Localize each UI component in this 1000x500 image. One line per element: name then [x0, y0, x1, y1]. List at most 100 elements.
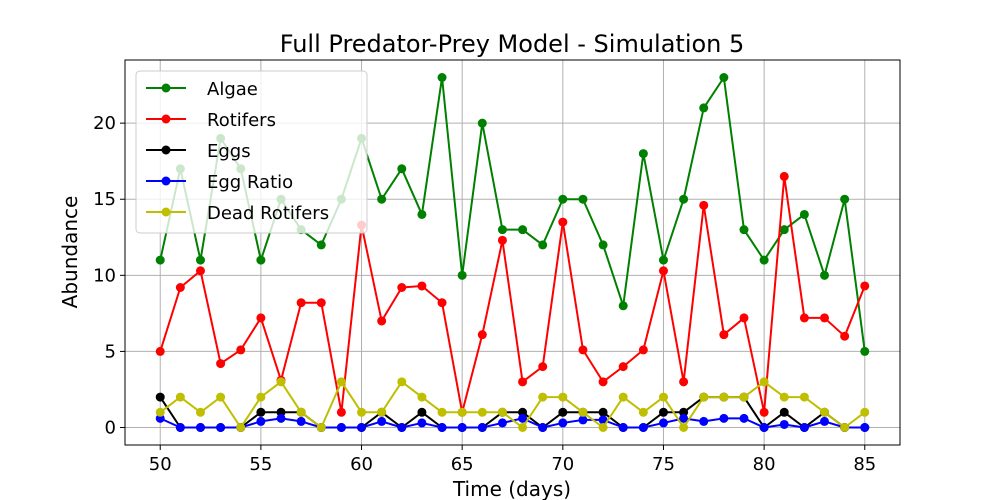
data-point-dead-rotifers [558, 392, 568, 402]
data-point-eggs [779, 407, 789, 417]
data-point-algae [417, 209, 427, 219]
legend-swatch-marker [161, 83, 171, 93]
data-point-algae [316, 240, 326, 250]
series-line-rotifers [159, 175, 866, 414]
data-point-algae [719, 73, 729, 82]
data-point-dead-rotifers [518, 423, 528, 432]
data-point-algae [759, 255, 769, 265]
data-point-egg-ratio [437, 423, 447, 432]
data-point-dead-rotifers [357, 407, 367, 417]
legend: Algae Rotifers Eggs Egg Ratio Dead Rotifers [135, 70, 368, 234]
data-point-dead-rotifers [497, 407, 507, 417]
legend-label: Eggs [207, 141, 251, 162]
data-point-eggs [256, 407, 266, 417]
data-point-dead-rotifers [417, 392, 427, 402]
data-point-rotifers [175, 283, 185, 292]
data-point-eggs [155, 392, 165, 402]
data-point-algae [377, 194, 387, 204]
legend-swatch-marker [161, 145, 171, 155]
data-point-egg-ratio [336, 423, 346, 432]
data-point-rotifers [296, 298, 306, 308]
data-point-dead-rotifers [155, 407, 165, 417]
y-tick-label: 15 [93, 189, 116, 210]
data-point-rotifers [679, 377, 689, 387]
data-point-algae [820, 270, 830, 280]
data-point-dead-rotifers [739, 392, 749, 402]
series-layer [155, 73, 870, 432]
x-tick-label: 85 [853, 454, 876, 475]
data-point-rotifers [578, 345, 588, 355]
y-tick-label: 5 [105, 341, 116, 362]
data-point-egg-ratio [638, 423, 648, 432]
data-point-rotifers [477, 330, 487, 340]
data-point-rotifers [236, 345, 246, 355]
data-point-egg-ratio [296, 416, 306, 426]
series-rotifers [155, 171, 870, 417]
x-tick-label: 60 [350, 454, 373, 475]
data-point-algae [658, 255, 668, 265]
data-point-rotifers [216, 359, 226, 369]
data-point-algae [840, 194, 850, 204]
data-point-algae [457, 270, 467, 280]
legend-swatch-marker [161, 176, 171, 186]
data-point-rotifers [336, 407, 346, 417]
data-point-dead-rotifers [477, 407, 487, 417]
data-point-algae [860, 346, 870, 356]
data-point-dead-rotifers [578, 407, 588, 417]
data-point-algae [679, 194, 689, 204]
data-point-egg-ratio [679, 413, 689, 423]
data-point-dead-rotifers [175, 392, 185, 402]
legend-box [135, 70, 368, 234]
y-axis-label: Abundance [58, 196, 82, 309]
data-point-eggs [598, 407, 608, 417]
data-point-dead-rotifers [538, 392, 548, 402]
data-point-algae [558, 194, 568, 204]
data-point-rotifers [558, 217, 568, 227]
data-point-rotifers [739, 313, 749, 323]
data-point-egg-ratio [558, 418, 568, 428]
x-axis-label: Time (days) [452, 477, 571, 500]
legend-swatch-marker [161, 114, 171, 124]
data-point-dead-rotifers [679, 423, 689, 432]
data-point-algae [397, 164, 407, 174]
data-point-algae [578, 194, 588, 204]
data-point-algae [779, 225, 789, 235]
data-point-egg-ratio [276, 413, 286, 423]
data-point-egg-ratio [860, 423, 870, 432]
data-point-eggs [658, 407, 668, 417]
data-point-rotifers [799, 313, 809, 323]
data-point-rotifers [820, 313, 830, 323]
data-point-egg-ratio [256, 416, 266, 426]
x-tick-label: 55 [249, 454, 272, 475]
data-point-dead-rotifers [296, 407, 306, 417]
x-axis-ticks: 50 55 60 65 70 75 80 85 [149, 445, 876, 475]
data-point-algae [518, 225, 528, 235]
data-point-dead-rotifers [236, 423, 246, 432]
data-point-rotifers [658, 266, 668, 276]
data-point-rotifers [377, 316, 387, 326]
data-point-dead-rotifers [699, 392, 709, 402]
series-dead-rotifers [155, 377, 870, 432]
data-point-algae [799, 209, 809, 219]
data-point-egg-ratio [195, 423, 205, 432]
y-tick-label: 20 [93, 113, 116, 134]
data-point-rotifers [699, 200, 709, 210]
data-point-algae [699, 103, 709, 113]
data-point-algae [437, 73, 447, 82]
data-point-rotifers [316, 298, 326, 308]
data-point-rotifers [719, 330, 729, 340]
data-point-eggs [558, 407, 568, 417]
data-point-rotifers [860, 281, 870, 291]
data-point-dead-rotifers [799, 392, 809, 402]
data-point-dead-rotifers [216, 392, 226, 402]
plot-frame [124, 59, 901, 446]
legend-item: Dead Rotifers [146, 203, 329, 224]
data-point-egg-ratio [216, 423, 226, 432]
data-point-algae [739, 225, 749, 235]
x-tick-label: 80 [753, 454, 776, 475]
x-tick-label: 50 [149, 454, 172, 475]
data-point-dead-rotifers [437, 407, 447, 417]
data-point-eggs [417, 407, 427, 417]
legend-item: Algae [146, 79, 258, 100]
data-point-rotifers [618, 362, 628, 372]
